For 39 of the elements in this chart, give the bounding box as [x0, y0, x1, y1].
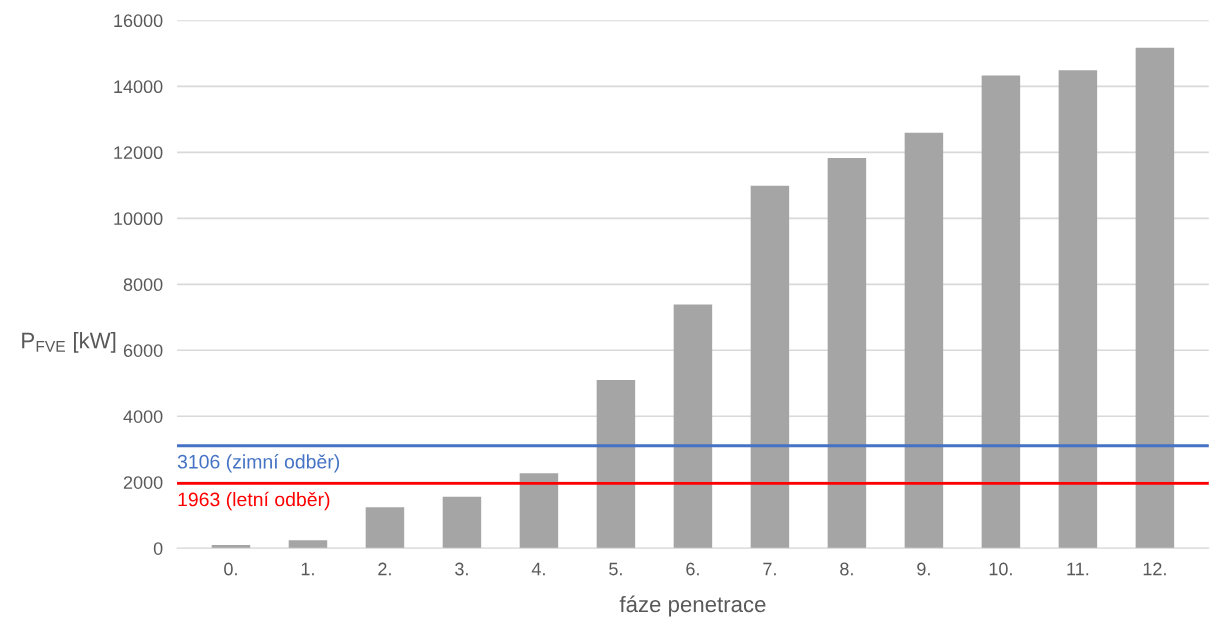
bar — [1058, 70, 1098, 549]
y-tick-label: 14000 — [114, 80, 163, 94]
bar — [827, 157, 867, 549]
x-tick-label: 2. — [378, 562, 391, 576]
bar — [904, 132, 944, 549]
y-tick-label: 2000 — [123, 476, 163, 489]
x-axis-title: fáze penetrace — [619, 595, 766, 617]
x-tick-label: 8. — [840, 562, 853, 576]
y-tick-label: 4000 — [123, 410, 163, 423]
y-tick-label: 0 — [153, 542, 163, 555]
x-tick-label: 10. — [989, 562, 1012, 576]
ref-line-label: 1963 (letní odběr) — [178, 491, 330, 511]
x-tick-label: 4. — [531, 562, 545, 576]
x-tick-label: 3. — [455, 562, 468, 576]
y-tick-label: 10000 — [114, 212, 163, 226]
bar — [750, 185, 790, 549]
bar — [673, 304, 713, 549]
ref-line-label: 3106 (zimní odběr) — [177, 454, 340, 473]
bar — [442, 496, 482, 549]
x-tick-label: 9. — [917, 562, 930, 576]
y-axis-title: P$_{FVE}$ [kW] — [22, 332, 116, 353]
bar — [596, 379, 636, 549]
bar — [1135, 47, 1175, 549]
x-tick-label: 12. — [1143, 562, 1166, 576]
bar — [211, 544, 251, 549]
bar — [519, 473, 559, 549]
y-tick-label: 6000 — [123, 344, 163, 357]
y-tick-label: 8000 — [123, 278, 163, 292]
x-tick-label: 7. — [763, 562, 776, 576]
bar — [288, 540, 328, 549]
x-tick-label: 1. — [301, 562, 314, 576]
bar — [365, 507, 405, 549]
x-tick-label: 5. — [609, 562, 622, 576]
y-tick-label: 16000 — [114, 14, 163, 28]
bar — [981, 75, 1021, 549]
x-tick-label: 0. — [224, 562, 237, 576]
x-tick-label: 11. — [1067, 562, 1089, 576]
y-tick-label: 12000 — [114, 146, 163, 160]
x-tick-label: 6. — [686, 562, 699, 576]
